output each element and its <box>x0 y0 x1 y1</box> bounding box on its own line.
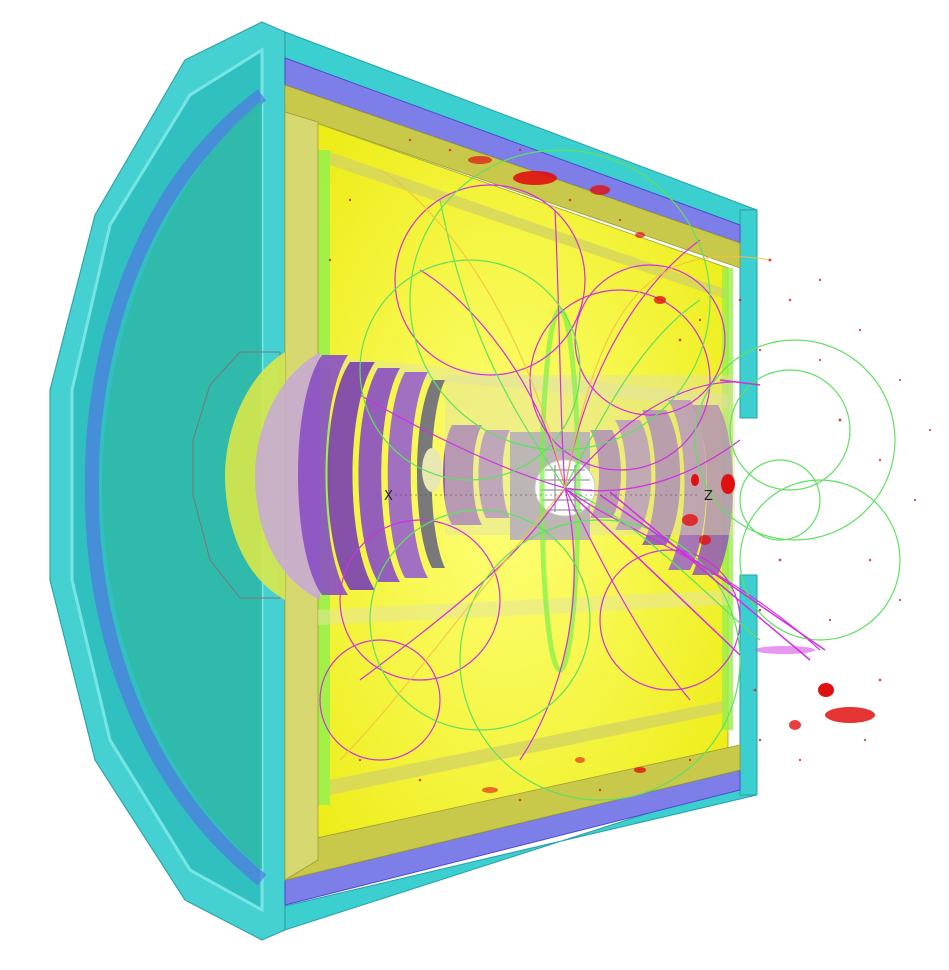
solenoid-inner-band-upper <box>330 152 728 300</box>
beam-pipe-left-window <box>422 448 442 492</box>
disk-r4 <box>668 400 707 570</box>
disk-l6 <box>443 425 482 525</box>
disk-r5 <box>692 405 733 575</box>
disk-r2 <box>615 420 652 530</box>
disk-r3 <box>642 410 681 545</box>
hit-cluster-bottom <box>482 757 646 793</box>
disk-l7 <box>478 430 510 518</box>
forward-jet-tracks <box>564 379 826 661</box>
disk-l4 <box>387 372 428 578</box>
hadron-calorimeter-shell <box>84 57 741 906</box>
ecal-lower-band <box>318 590 728 625</box>
endcap-green-disk <box>102 100 262 870</box>
solenoid-barrel <box>284 84 741 881</box>
solenoid-top-band <box>284 84 741 269</box>
green-tracks <box>359 149 901 801</box>
disk-l3 <box>358 368 400 582</box>
disk-l2 <box>327 362 375 590</box>
hit-cluster-top <box>468 156 666 304</box>
yellow-tracks <box>339 169 771 761</box>
particle-tracks <box>319 149 901 801</box>
tracker-endcap-disks-left <box>298 355 510 595</box>
disk-l1 <box>298 355 348 595</box>
tracker-endcap-disks-right <box>590 400 733 575</box>
axis-label-x: X <box>384 489 393 504</box>
magenta-tracks <box>319 184 821 761</box>
outer-shell-right-rim-upper <box>739 209 758 419</box>
calorimeter-hits <box>328 138 932 802</box>
hit-cluster-forward <box>682 474 735 545</box>
axis-label-z: Z <box>704 489 713 504</box>
inner-shell-endcap-arc <box>84 89 267 886</box>
hit-cluster-bottom-right <box>755 646 875 730</box>
solenoid-inner-band-lower <box>330 700 728 795</box>
scattered-hits <box>328 138 932 802</box>
outer-shell-right-rim-lower <box>739 574 758 796</box>
